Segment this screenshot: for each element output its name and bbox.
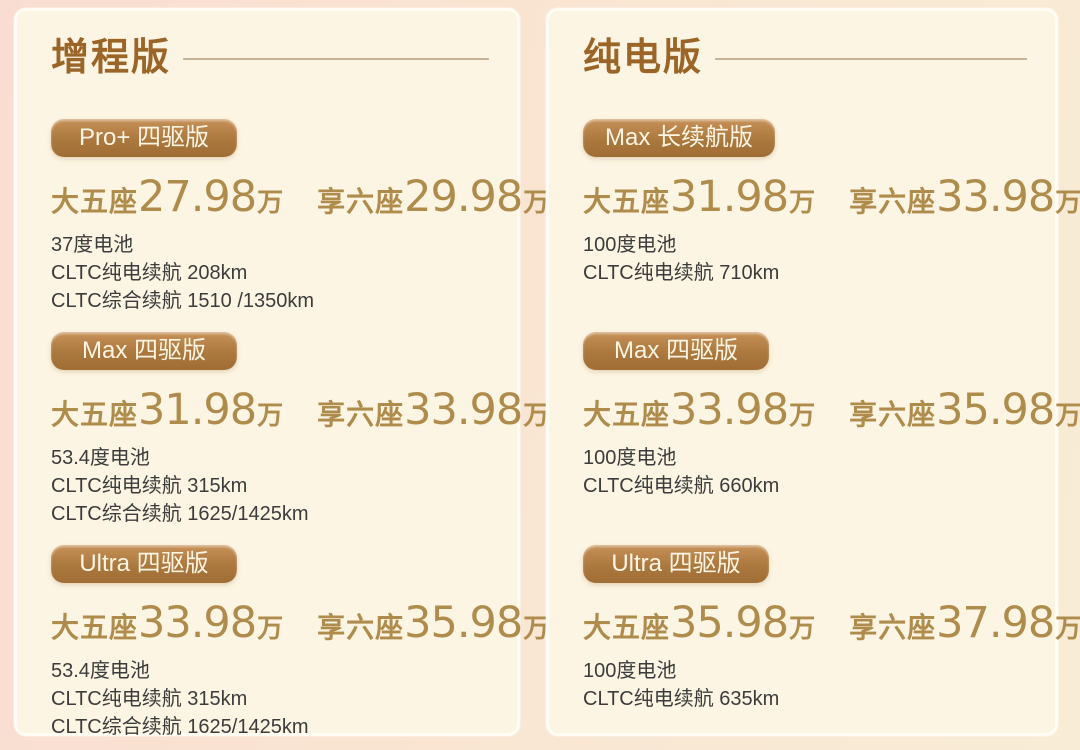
trim-badge: Max 四驱版 <box>583 332 769 370</box>
price-six-seat: 享六座35.98万 <box>317 598 549 648</box>
spec-battery: 100度电池 <box>583 447 677 469</box>
trim-section-max-long-range: Max 长续航版 大五座31.98万 享六座33.98万 100度电池 CLTC… <box>583 119 1080 332</box>
spec-battery: 53.4度电池 <box>51 447 150 469</box>
column-title: 纯电版 <box>583 37 704 79</box>
spec-list: 53.4度电池 CLTC纯电续航 315km CLTC综合续航 1625/142… <box>51 444 489 528</box>
price-label: 大五座 <box>51 612 139 643</box>
price-label: 享六座 <box>317 186 405 217</box>
price-value: 35.98 <box>670 598 789 648</box>
card-pure-electric: 纯电版 Max 长续航版 大五座31.98万 享六座33.98万 100度电池 … <box>546 8 1080 736</box>
price-label: 享六座 <box>849 399 937 430</box>
column-title: 增程版 <box>51 37 172 79</box>
price-five-seat: 大五座31.98万 <box>583 172 815 222</box>
spec-ev-range: CLTC纯电续航 710km <box>583 262 780 284</box>
spec-battery: 100度电池 <box>583 234 677 256</box>
price-label: 享六座 <box>317 612 405 643</box>
price-value: 31.98 <box>138 385 257 435</box>
spec-battery: 100度电池 <box>583 660 677 682</box>
price-five-seat: 大五座31.98万 <box>51 385 283 435</box>
price-five-seat: 大五座35.98万 <box>583 598 815 648</box>
price-unit: 万 <box>523 187 550 217</box>
spec-combined-range: CLTC综合续航 1625/1425km <box>51 716 309 738</box>
price-five-seat: 大五座33.98万 <box>583 385 815 435</box>
price-unit: 万 <box>789 187 816 217</box>
price-value: 29.98 <box>404 172 523 222</box>
price-row: 大五座31.98万 享六座33.98万 <box>51 385 549 435</box>
price-six-seat: 享六座33.98万 <box>849 172 1080 222</box>
title-divider-line <box>715 58 1027 60</box>
price-unit: 万 <box>257 187 284 217</box>
price-value: 35.98 <box>936 385 1055 435</box>
card-extended-range: 增程版 Pro+ 四驱版 大五座27.98万 享六座29.98万 37度电池 C… <box>14 8 549 738</box>
price-value: 27.98 <box>138 172 257 222</box>
price-row: 大五座35.98万 享六座37.98万 <box>583 598 1080 648</box>
trim-section-max-awd: Max 四驱版 大五座31.98万 享六座33.98万 53.4度电池 CLTC… <box>51 332 549 545</box>
price-row: 大五座33.98万 享六座35.98万 <box>583 385 1080 435</box>
spec-ev-range: CLTC纯电续航 315km <box>51 688 248 710</box>
trim-section-max-awd: Max 四驱版 大五座33.98万 享六座35.98万 100度电池 CLTC纯… <box>583 332 1080 545</box>
price-value: 31.98 <box>670 172 789 222</box>
price-value: 37.98 <box>936 598 1055 648</box>
spec-list: 100度电池 CLTC纯电续航 660km <box>583 444 1027 500</box>
price-unit: 万 <box>1055 187 1080 217</box>
price-value: 33.98 <box>670 385 789 435</box>
price-unit: 万 <box>523 400 550 430</box>
spec-combined-range: CLTC综合续航 1625/1425km <box>51 503 309 525</box>
trim-badge: Ultra 四驱版 <box>583 545 769 583</box>
price-six-seat: 享六座33.98万 <box>317 385 549 435</box>
trim-section-pro-plus-awd: Pro+ 四驱版 大五座27.98万 享六座29.98万 37度电池 CLTC纯… <box>51 119 549 332</box>
price-label: 大五座 <box>583 186 671 217</box>
price-six-seat: 享六座29.98万 <box>317 172 549 222</box>
trim-badge: Ultra 四驱版 <box>51 545 237 583</box>
price-row: 大五座31.98万 享六座33.98万 <box>583 172 1080 222</box>
price-label: 大五座 <box>583 612 671 643</box>
spec-battery: 53.4度电池 <box>51 660 150 682</box>
column-header: 增程版 <box>51 37 489 79</box>
price-value: 35.98 <box>404 598 523 648</box>
spec-ev-range: CLTC纯电续航 315km <box>51 475 248 497</box>
price-label: 享六座 <box>849 186 937 217</box>
trim-badge: Pro+ 四驱版 <box>51 119 237 157</box>
price-unit: 万 <box>1055 400 1080 430</box>
price-five-seat: 大五座33.98万 <box>51 598 283 648</box>
price-value: 33.98 <box>404 385 523 435</box>
title-divider-line <box>183 58 489 60</box>
spec-combined-range: CLTC综合续航 1510 /1350km <box>51 290 315 312</box>
spec-list: 100度电池 CLTC纯电续航 635km <box>583 657 1027 713</box>
column-header: 纯电版 <box>583 37 1027 79</box>
price-unit: 万 <box>257 613 284 643</box>
price-label: 享六座 <box>317 399 405 430</box>
price-label: 享六座 <box>849 612 937 643</box>
spec-ev-range: CLTC纯电续航 635km <box>583 688 780 710</box>
price-unit: 万 <box>789 613 816 643</box>
trim-badge: Max 四驱版 <box>51 332 237 370</box>
price-row: 大五座27.98万 享六座29.98万 <box>51 172 549 222</box>
spec-ev-range: CLTC纯电续航 660km <box>583 475 780 497</box>
trim-section-ultra-awd: Ultra 四驱版 大五座33.98万 享六座35.98万 53.4度电池 CL… <box>51 545 549 741</box>
price-unit: 万 <box>789 400 816 430</box>
price-label: 大五座 <box>51 399 139 430</box>
price-unit: 万 <box>1055 613 1080 643</box>
price-unit: 万 <box>523 613 550 643</box>
trim-badge: Max 长续航版 <box>583 119 776 157</box>
spec-battery: 37度电池 <box>51 234 134 256</box>
price-six-seat: 享六座35.98万 <box>849 385 1080 435</box>
price-six-seat: 享六座37.98万 <box>849 598 1080 648</box>
spec-ev-range: CLTC纯电续航 208km <box>51 262 248 284</box>
spec-list: 53.4度电池 CLTC纯电续航 315km CLTC综合续航 1625/142… <box>51 657 489 741</box>
price-five-seat: 大五座27.98万 <box>51 172 283 222</box>
price-label: 大五座 <box>583 399 671 430</box>
price-label: 大五座 <box>51 186 139 217</box>
price-value: 33.98 <box>138 598 257 648</box>
spec-list: 37度电池 CLTC纯电续航 208km CLTC综合续航 1510 /1350… <box>51 231 489 315</box>
price-unit: 万 <box>257 400 284 430</box>
price-value: 33.98 <box>936 172 1055 222</box>
spec-list: 100度电池 CLTC纯电续航 710km <box>583 231 1027 287</box>
trim-section-ultra-awd: Ultra 四驱版 大五座35.98万 享六座37.98万 100度电池 CLT… <box>583 545 1080 713</box>
price-row: 大五座33.98万 享六座35.98万 <box>51 598 549 648</box>
